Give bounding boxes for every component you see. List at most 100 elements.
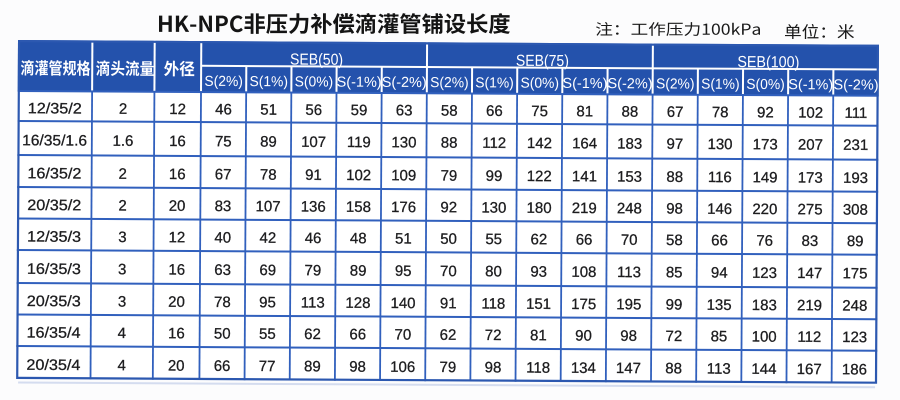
svg-text:151: 151 xyxy=(526,296,551,313)
svg-text:16/35/2: 16/35/2 xyxy=(27,165,81,182)
svg-text:SEB(50): SEB(50) xyxy=(290,52,343,69)
svg-text:183: 183 xyxy=(752,297,777,314)
svg-text:80: 80 xyxy=(485,263,502,280)
svg-text:88: 88 xyxy=(665,360,682,377)
svg-text:118: 118 xyxy=(526,360,550,377)
svg-text:122: 122 xyxy=(527,168,552,185)
svg-text:88: 88 xyxy=(622,104,639,121)
svg-text:51: 51 xyxy=(260,102,277,119)
svg-text:113: 113 xyxy=(617,264,641,281)
svg-text:63: 63 xyxy=(214,262,231,279)
svg-text:123: 123 xyxy=(842,329,867,346)
svg-text:99: 99 xyxy=(486,168,503,185)
svg-text:112: 112 xyxy=(797,329,821,346)
svg-text:12: 12 xyxy=(169,229,186,246)
svg-text:3: 3 xyxy=(118,229,126,246)
svg-text:175: 175 xyxy=(842,265,867,282)
svg-text:186: 186 xyxy=(842,361,867,378)
svg-text:63: 63 xyxy=(396,102,413,119)
svg-text:S(-2%): S(-2%) xyxy=(834,77,879,93)
svg-text:40: 40 xyxy=(214,230,231,247)
svg-text:164: 164 xyxy=(572,135,597,152)
svg-text:123: 123 xyxy=(752,265,777,282)
svg-text:142: 142 xyxy=(527,135,552,152)
svg-text:98: 98 xyxy=(620,328,637,345)
svg-text:176: 176 xyxy=(391,199,416,216)
svg-text:100: 100 xyxy=(752,329,777,346)
svg-text:113: 113 xyxy=(707,361,731,378)
svg-text:109: 109 xyxy=(391,167,416,184)
svg-text:48: 48 xyxy=(350,230,367,247)
svg-text:55: 55 xyxy=(259,326,276,343)
svg-text:149: 149 xyxy=(752,169,777,186)
svg-text:2: 2 xyxy=(119,101,127,118)
svg-text:140: 140 xyxy=(390,295,415,312)
svg-text:98: 98 xyxy=(666,201,683,218)
svg-text:79: 79 xyxy=(441,168,458,185)
svg-text:42: 42 xyxy=(260,230,277,247)
svg-text:85: 85 xyxy=(666,264,683,281)
svg-text:S(2%): S(2%) xyxy=(204,74,243,90)
svg-text:113: 113 xyxy=(301,294,325,311)
svg-text:S(-1%): S(-1%) xyxy=(337,75,382,91)
svg-text:20/35/2: 20/35/2 xyxy=(27,197,81,214)
svg-text:167: 167 xyxy=(797,361,822,378)
svg-text:130: 130 xyxy=(707,136,732,153)
svg-text:2: 2 xyxy=(119,166,127,183)
svg-text:135: 135 xyxy=(707,297,732,314)
svg-text:219: 219 xyxy=(797,297,822,314)
svg-text:20/35/4: 20/35/4 xyxy=(26,357,80,374)
svg-text:158: 158 xyxy=(346,199,371,216)
svg-text:16: 16 xyxy=(168,325,185,342)
svg-text:58: 58 xyxy=(441,103,458,120)
svg-text:66: 66 xyxy=(711,232,728,249)
svg-text:175: 175 xyxy=(571,296,596,313)
svg-text:92: 92 xyxy=(757,104,774,121)
svg-text:89: 89 xyxy=(304,358,321,375)
svg-text:308: 308 xyxy=(843,202,868,219)
svg-text:S(1%): S(1%) xyxy=(475,75,514,91)
svg-text:75: 75 xyxy=(531,103,548,120)
svg-text:1.6: 1.6 xyxy=(112,133,133,150)
svg-text:46: 46 xyxy=(215,101,232,118)
svg-text:16: 16 xyxy=(169,133,186,150)
svg-text:67: 67 xyxy=(667,104,684,121)
svg-text:SEB(100): SEB(100) xyxy=(737,54,799,71)
svg-text:S(-1%): S(-1%) xyxy=(788,77,833,93)
svg-text:195: 195 xyxy=(616,296,641,313)
svg-text:111: 111 xyxy=(844,105,867,122)
svg-text:118: 118 xyxy=(481,295,505,312)
svg-text:46: 46 xyxy=(305,230,322,247)
svg-text:102: 102 xyxy=(346,167,371,184)
svg-text:81: 81 xyxy=(530,327,547,344)
svg-text:S(1%): S(1%) xyxy=(701,77,740,93)
svg-text:58: 58 xyxy=(666,232,683,249)
svg-text:83: 83 xyxy=(801,233,818,250)
svg-text:88: 88 xyxy=(666,169,683,186)
svg-text:180: 180 xyxy=(527,200,552,217)
svg-text:93: 93 xyxy=(530,264,547,281)
svg-text:3: 3 xyxy=(118,261,126,278)
svg-text:153: 153 xyxy=(617,169,642,186)
svg-text:70: 70 xyxy=(621,232,638,249)
svg-text:95: 95 xyxy=(395,263,412,280)
svg-text:92: 92 xyxy=(440,199,457,216)
svg-text:66: 66 xyxy=(349,326,366,343)
svg-text:78: 78 xyxy=(260,167,277,184)
svg-text:S(-2%): S(-2%) xyxy=(382,75,427,91)
svg-text:72: 72 xyxy=(485,327,502,344)
svg-text:S(0%): S(0%) xyxy=(520,76,559,92)
svg-text:130: 130 xyxy=(481,199,506,216)
svg-text:12/35/2: 12/35/2 xyxy=(28,100,82,117)
svg-text:83: 83 xyxy=(215,198,232,215)
svg-text:4: 4 xyxy=(117,357,125,374)
svg-text:66: 66 xyxy=(214,358,231,375)
svg-text:3: 3 xyxy=(118,293,126,310)
svg-text:88: 88 xyxy=(441,135,458,152)
svg-text:S(2%): S(2%) xyxy=(430,75,469,91)
svg-text:85: 85 xyxy=(711,328,728,345)
svg-text:69: 69 xyxy=(259,262,276,279)
svg-text:62: 62 xyxy=(440,327,457,344)
svg-text:79: 79 xyxy=(439,359,456,376)
svg-text:146: 146 xyxy=(707,201,732,218)
